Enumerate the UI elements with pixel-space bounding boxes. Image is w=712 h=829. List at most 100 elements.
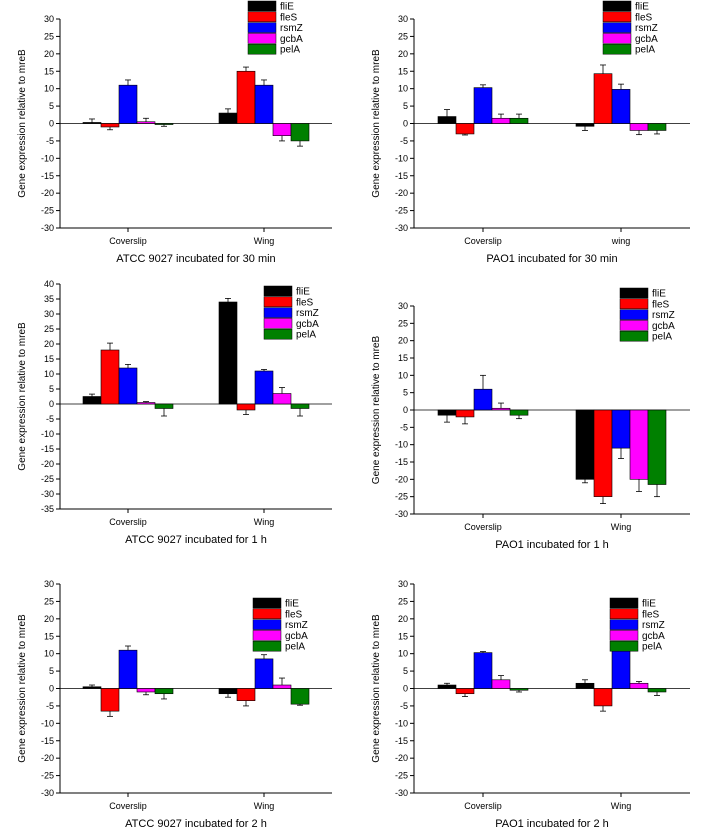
x-tick-label: Coverslip (464, 522, 502, 532)
x-tick-label: Wing (254, 236, 275, 246)
y-tick-label: 25 (44, 596, 54, 606)
bar-rsmZ (611, 409, 631, 449)
y-tick-label: -15 (395, 736, 408, 746)
legend-swatch-gcbA (619, 320, 649, 331)
bar-pelA (154, 403, 174, 409)
legend-label: fleS (280, 12, 298, 23)
y-tick-label: 10 (398, 370, 408, 380)
legend-label: rsmZ (642, 620, 665, 631)
y-tick-label: -10 (41, 429, 54, 439)
bar-pelA (647, 688, 667, 693)
y-tick-label: 15 (398, 631, 408, 641)
y-axis-label: Gene expression relative to mreB (371, 614, 382, 763)
bar-fliE (218, 112, 238, 124)
y-tick-label: 20 (398, 49, 408, 59)
bar-fliE (82, 686, 102, 689)
legend-swatch-pelA (619, 330, 649, 342)
bar-pelA (509, 688, 529, 691)
y-tick-label: -20 (395, 753, 408, 763)
y-tick-label: 25 (44, 31, 54, 41)
y-tick-label: -5 (400, 422, 408, 432)
bar-gcbA (136, 402, 156, 405)
legend-swatch-fleS (263, 296, 293, 308)
legend-swatch-gcbA (263, 318, 293, 329)
legend-swatch-fliE (252, 597, 282, 609)
y-tick-label: 0 (403, 405, 408, 415)
legend-label: pelA (285, 642, 305, 653)
x-tick-label: Wing (611, 522, 632, 532)
bar-gcbA (629, 409, 649, 480)
legend-label: rsmZ (296, 308, 319, 319)
y-tick-label: -25 (41, 771, 54, 781)
y-tick-label: -25 (395, 771, 408, 781)
legend-swatch-pelA (609, 640, 639, 652)
bar-rsmZ (611, 89, 631, 124)
x-tick-label: Coverslip (109, 236, 147, 246)
legend-label: fliE (652, 289, 666, 300)
y-tick-label: 5 (49, 666, 54, 676)
bar-gcbA (272, 684, 292, 689)
y-tick-label: 25 (398, 31, 408, 41)
y-tick-label: 30 (44, 309, 54, 319)
x-tick-label: wing (611, 236, 631, 246)
legend-swatch-rsmZ (263, 307, 293, 318)
y-axis-label: Gene expression relative to mreB (371, 49, 382, 198)
bar-pelA (290, 403, 310, 409)
legend-swatch-rsmZ (252, 619, 282, 630)
y-tick-label: 20 (44, 614, 54, 624)
y-tick-label: 5 (403, 388, 408, 398)
y-tick-label: 10 (398, 84, 408, 94)
bar-fliE (575, 682, 595, 689)
x-tick-label: Wing (254, 517, 275, 527)
legend-swatch-fliE (263, 285, 293, 297)
bar-gcbA (272, 123, 292, 136)
chart-title: ATCC 9027 incubated for 1 h (125, 534, 267, 546)
y-tick-label: -10 (395, 440, 408, 450)
legend-swatch-pelA (602, 43, 632, 55)
legend-label: fleS (642, 609, 660, 620)
legend-swatch-rsmZ (619, 309, 649, 320)
y-tick-label: 20 (398, 614, 408, 624)
y-tick-label: 25 (44, 324, 54, 334)
y-tick-label: -5 (46, 414, 54, 424)
legend-swatch-pelA (247, 43, 277, 55)
legend-swatch-rsmZ (247, 22, 277, 33)
legend-label: rsmZ (280, 23, 303, 34)
y-tick-label: -30 (41, 788, 54, 798)
legend-label: fleS (285, 609, 303, 620)
y-tick-label: -25 (41, 474, 54, 484)
bar-fleS (455, 123, 475, 135)
legend-label: gcbA (635, 34, 658, 45)
bar-rsmZ (473, 652, 493, 689)
y-tick-label: -30 (395, 509, 408, 519)
y-tick-label: 10 (44, 649, 54, 659)
legend-label: rsmZ (285, 620, 308, 631)
bar-rsmZ (118, 649, 138, 689)
legend-label: pelA (642, 642, 662, 653)
legend-swatch-fliE (609, 597, 639, 609)
y-tick-label: 0 (49, 684, 54, 694)
bar-pelA (154, 123, 174, 125)
bar-rsmZ (254, 84, 274, 124)
bar-fliE (437, 684, 457, 689)
legend-label: gcbA (642, 631, 665, 642)
y-tick-label: 15 (44, 631, 54, 641)
bar-fliE (218, 688, 238, 695)
y-tick-label: 20 (44, 339, 54, 349)
bar-pelA (154, 688, 174, 695)
y-tick-label: -20 (395, 188, 408, 198)
y-tick-label: 30 (44, 14, 54, 24)
bar-gcbA (629, 682, 649, 689)
y-tick-label: 15 (398, 353, 408, 363)
legend-label: fliE (296, 287, 310, 298)
legend-label: pelA (280, 45, 300, 56)
chart-title: ATCC 9027 incubated for 2 h (125, 818, 267, 829)
y-tick-label: -25 (395, 206, 408, 216)
y-tick-label: 30 (398, 579, 408, 589)
bar-fleS (236, 688, 256, 701)
legend-label: gcbA (652, 321, 675, 332)
y-tick-label: 20 (44, 49, 54, 59)
